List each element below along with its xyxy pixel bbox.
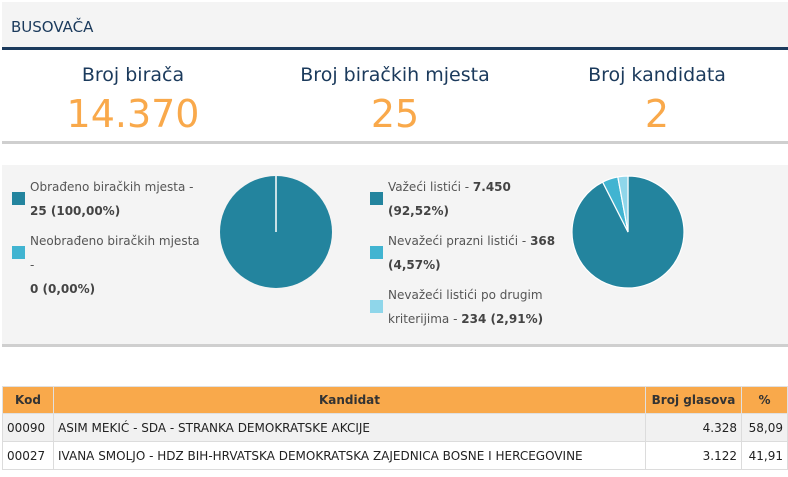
legend-label: Nevažeći prazni listići - — [388, 234, 531, 248]
legend-value: 368 — [530, 234, 556, 248]
stat-candidates: Broj kandidata 2 — [526, 52, 788, 136]
cell-kod: 00090 — [2, 413, 54, 442]
stat-candidates-value: 2 — [644, 92, 670, 136]
column-header-glasovi[interactable]: Broj glasova — [645, 386, 742, 414]
stat-voters: Broj birača 14.370 — [2, 52, 264, 136]
ballots-legend: Važeći listići - 7.450 (92,52%) Nevažeći… — [362, 175, 562, 337]
cell-kandidat: IVANA SMOLJO - HDZ BIH-HRVATSKA DEMOKRAT… — [53, 441, 646, 470]
stat-polling-stations-label: Broj biračkih mjesta — [300, 64, 490, 86]
cell-pct: 58,09 — [741, 413, 788, 442]
legend-swatch — [370, 192, 383, 205]
table-row[interactable]: 00090 ASIM MEKIĆ - SDA - STRANKA DEMOKRA… — [2, 413, 788, 442]
legend-label: Obrađeno biračkih mjesta - — [30, 180, 194, 194]
stat-voters-value: 14.370 — [66, 92, 200, 136]
municipality-header: BUSOVAČA — [2, 2, 788, 50]
stat-polling-stations: Broj biračkih mjesta 25 — [264, 52, 526, 136]
legend-item-invalid-other: Nevažeći listići po drugim kriterijima -… — [362, 283, 562, 331]
summary-panel: Obrađeno biračkih mjesta - 25 (100,00%) … — [2, 165, 788, 347]
pie-slice-invalid-other — [617, 175, 629, 233]
page-title: BUSOVAČA — [11, 18, 94, 36]
legend-value: 7.450 — [472, 180, 511, 194]
legend-value: 25 (100,00%) — [30, 204, 121, 218]
ballots-pie-chart — [571, 175, 685, 289]
cell-kod: 00027 — [2, 441, 54, 470]
legend-label-2: kriterijima - — [388, 312, 462, 326]
legend-value-pct: (92,52%) — [388, 204, 449, 218]
cell-kandidat: ASIM MEKIĆ - SDA - STRANKA DEMOKRATSKE A… — [53, 413, 646, 442]
legend-item-processed: Obrađeno biračkih mjesta - 25 (100,00%) — [4, 175, 204, 223]
cell-glasovi: 4.328 — [645, 413, 742, 442]
column-header-kandidat[interactable]: Kandidat — [53, 386, 646, 414]
column-header-pct[interactable]: % — [741, 386, 788, 414]
polling-legend: Obrađeno biračkih mjesta - 25 (100,00%) … — [4, 175, 204, 307]
table-row[interactable]: 00027 IVANA SMOLJO - HDZ BIH-HRVATSKA DE… — [2, 441, 788, 470]
legend-swatch — [370, 300, 383, 313]
results-table: Kod Kandidat Broj glasova % 00090 ASIM M… — [2, 386, 788, 470]
stat-polling-stations-value: 25 — [370, 92, 420, 136]
legend-value: 234 (2,91%) — [461, 312, 544, 326]
legend-item-valid: Važeći listići - 7.450 (92,52%) — [362, 175, 562, 223]
cell-pct: 41,91 — [741, 441, 788, 470]
legend-value-pct: (4,57%) — [388, 258, 441, 272]
legend-item-unprocessed: Neobrađeno biračkih mjesta - 0 (0,00%) — [4, 229, 204, 301]
stats-panel: Broj birača 14.370 Broj biračkih mjesta … — [2, 52, 788, 144]
legend-swatch — [12, 192, 25, 205]
legend-swatch — [12, 246, 25, 259]
legend-label: Nevažeći listići po drugim — [388, 288, 543, 302]
legend-label: Neobrađeno biračkih mjesta - — [30, 234, 200, 272]
table-header-row: Kod Kandidat Broj glasova % — [2, 386, 788, 414]
legend-label: Važeći listići - — [388, 180, 473, 194]
legend-value: 0 (0,00%) — [30, 282, 96, 296]
legend-swatch — [370, 246, 383, 259]
stat-candidates-label: Broj kandidata — [588, 64, 726, 86]
cell-glasovi: 3.122 — [645, 441, 742, 470]
polling-pie-chart — [220, 176, 332, 288]
stat-voters-label: Broj birača — [81, 64, 185, 86]
legend-item-invalid-empty: Nevažeći prazni listići - 368 (4,57%) — [362, 229, 562, 277]
column-header-kod[interactable]: Kod — [2, 386, 54, 414]
